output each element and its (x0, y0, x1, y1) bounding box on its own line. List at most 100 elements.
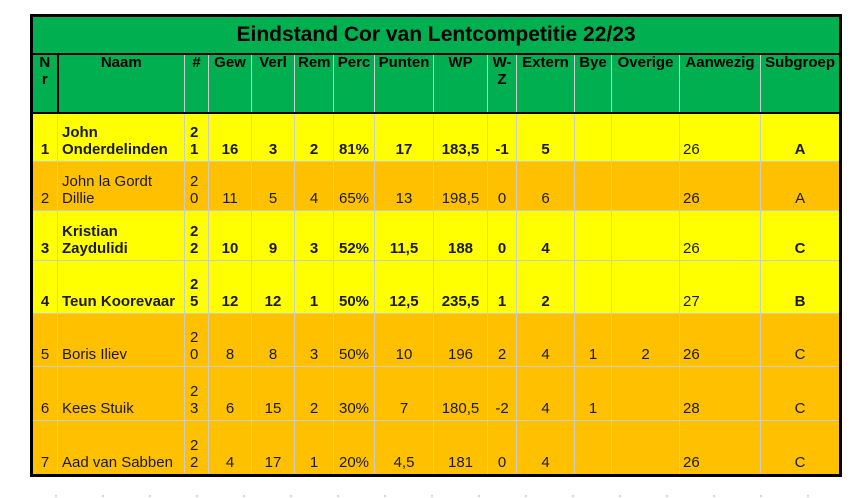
table-row: 3 Kristian Zaydulidi 22 10 9 3 52% 11,5 188 0 4 26 C (31, 209, 842, 261)
cell-overige (611, 259, 680, 314)
cell-wp: 235,5 (433, 259, 488, 314)
col-header-perc: Perc (333, 53, 375, 114)
table-row: 4 Teun Koorevaar 25 12 12 1 50% 12,5 235,5 1 2 27 B (31, 259, 842, 314)
cell-subgroep: B (759, 259, 842, 314)
cell-overige (611, 419, 680, 476)
cell-perc: 30% (333, 365, 375, 421)
cell-aantal: 22 (184, 209, 209, 261)
cell-naam: Aad van Sabben (57, 419, 185, 476)
cell-wp: 181 (433, 419, 488, 476)
cell-rem: 2 (294, 112, 334, 162)
col-header-nr: Nr (31, 53, 59, 114)
cell-punten: 4,5 (374, 419, 434, 476)
cell-bye (574, 160, 612, 211)
cell-nr: 5 (31, 312, 58, 367)
cell-verl: 15 (251, 365, 295, 421)
cell-verl: 3 (251, 112, 295, 162)
cell-verl: 12 (251, 259, 295, 314)
cell-punten: 13 (374, 160, 434, 211)
col-header-rem: Rem (294, 53, 334, 114)
cell-gew: 8 (208, 312, 252, 367)
cell-perc: 52% (333, 209, 375, 261)
cell-naam: Kees Stuik (57, 365, 185, 421)
col-header-wp: WP (433, 53, 488, 114)
cell-nr: 6 (31, 365, 58, 421)
col-header-punten: Punten (374, 53, 434, 114)
standings-table: Eindstand Cor van Lentcompetitie 22/23 N… (30, 14, 843, 477)
cell-subgroep: C (759, 209, 842, 261)
cell-extern: 4 (516, 312, 575, 367)
cell-naam: Boris Iliev (57, 312, 185, 367)
cell-wp: 180,5 (433, 365, 488, 421)
cell-perc: 50% (333, 259, 375, 314)
cell-wz: 0 (487, 419, 517, 476)
cell-bye (574, 112, 612, 162)
cell-extern: 4 (516, 365, 575, 421)
cell-overige (611, 365, 680, 421)
cell-wz: 0 (487, 209, 517, 261)
column-header-row: Nr Naam # Gew Verl Rem Perc Punten WP W-Z Extern By… (31, 53, 842, 114)
table-row: 1 John Onderdelinden 21 16 3 2 81% 17 183,5 -1 5 26… (31, 112, 842, 162)
cell-extern: 4 (516, 419, 575, 476)
cell-gew: 6 (208, 365, 252, 421)
cell-wp: 183,5 (433, 112, 488, 162)
cell-gew: 4 (208, 419, 252, 476)
cell-rem: 3 (294, 312, 334, 367)
cell-aantal: 20 (184, 160, 209, 211)
cell-gew: 10 (208, 209, 252, 261)
cell-aanwezig: 26 (679, 160, 761, 211)
cell-bye: 1 (574, 365, 612, 421)
cell-punten: 12,5 (374, 259, 434, 314)
cell-aanwezig: 26 (679, 419, 761, 476)
cell-overige (611, 160, 680, 211)
cell-nr: 7 (31, 419, 58, 476)
cell-overige (611, 209, 680, 261)
cell-perc: 65% (333, 160, 375, 211)
cell-nr: 1 (31, 112, 58, 162)
standings-table-container: Eindstand Cor van Lentcompetitie 22/23 N… (30, 14, 843, 477)
cell-aantal: 21 (184, 112, 209, 162)
cell-verl: 5 (251, 160, 295, 211)
cell-wz: 1 (487, 259, 517, 314)
title-row: Eindstand Cor van Lentcompetitie 22/23 (30, 15, 842, 55)
cell-naam: Kristian Zaydulidi (57, 209, 185, 261)
cell-extern: 2 (516, 259, 575, 314)
cell-punten: 17 (374, 112, 434, 162)
cell-extern: 5 (516, 112, 575, 162)
table-title: Eindstand Cor van Lentcompetitie 22/23 (30, 15, 842, 55)
cell-wp: 198,5 (433, 160, 488, 211)
cell-perc: 50% (333, 312, 375, 367)
col-header-extern: Extern (516, 53, 575, 114)
cell-wz: 0 (487, 160, 517, 211)
cell-wz: 2 (487, 312, 517, 367)
cell-gew: 11 (208, 160, 252, 211)
cell-bye (574, 209, 612, 261)
col-header--: # (184, 53, 209, 114)
col-header-verl: Verl (251, 53, 295, 114)
cell-subgroep: C (759, 312, 842, 367)
table-row: 7 Aad van Sabben 22 4 17 1 20% 4,5 181 0 4 26 C (31, 419, 842, 476)
cell-verl: 8 (251, 312, 295, 367)
cell-perc: 81% (333, 112, 375, 162)
cell-aantal: 20 (184, 312, 209, 367)
cell-nr: 2 (31, 160, 58, 211)
cell-bye: 1 (574, 312, 612, 367)
col-header-gew: Gew (208, 53, 252, 114)
cell-wz: -2 (487, 365, 517, 421)
table-row: 6 Kees Stuik 23 6 15 2 30% 7 180,5 -2 4 1 28 C (31, 365, 842, 421)
cell-verl: 17 (251, 419, 295, 476)
cell-punten: 7 (374, 365, 434, 421)
cell-gew: 16 (208, 112, 252, 162)
cell-subgroep: A (759, 160, 842, 211)
cell-subgroep: C (759, 419, 842, 476)
cell-nr: 4 (31, 259, 58, 314)
col-header-naam: Naam (57, 53, 185, 114)
cell-aanwezig: 26 (679, 112, 761, 162)
cell-subgroep: A (759, 112, 842, 162)
col-header-w-z: W-Z (487, 53, 517, 114)
cell-aantal: 25 (184, 259, 209, 314)
cell-extern: 6 (516, 160, 575, 211)
cell-aantal: 22 (184, 419, 209, 476)
cell-aanwezig: 27 (679, 259, 761, 314)
